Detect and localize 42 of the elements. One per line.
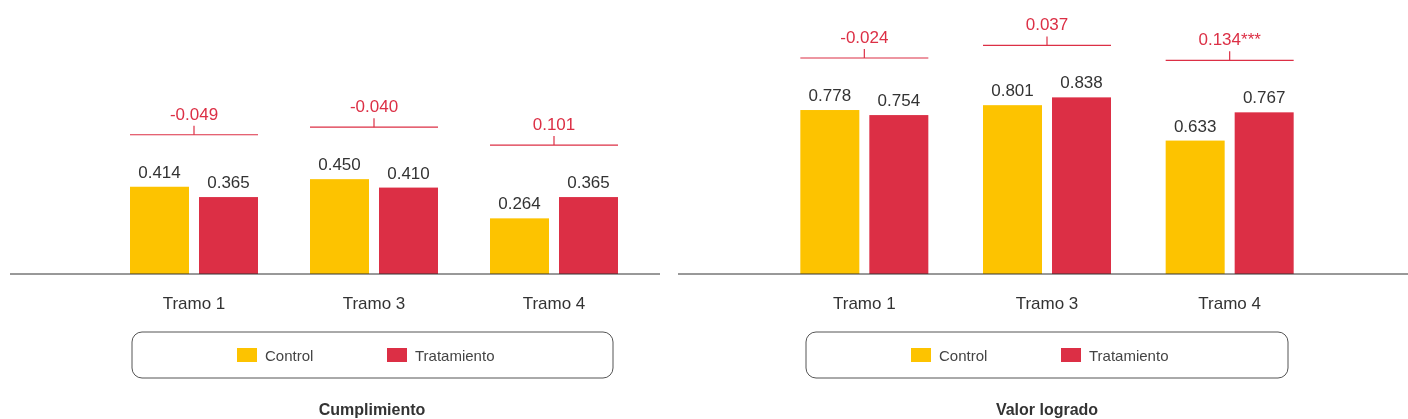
annotation: 0.101 [532,115,576,135]
data-label: 0.767 [1242,88,1286,108]
data-label: 0.838 [1060,73,1103,93]
data-label: 0.450 [318,155,361,175]
bar [869,115,929,274]
text: Cumplimiento [318,401,426,418]
bar [310,179,369,274]
bar [1165,140,1225,274]
legend-label: Tratamiento [415,347,495,364]
bar [1052,97,1111,274]
x-tick-label: Tramo 4 [522,294,586,313]
annotation: -0.040 [349,97,399,117]
data-label: 0.410 [387,163,430,183]
data-label: 0.414 [138,162,181,182]
annotation: 0.037 [1025,15,1069,35]
annotation: -0.024 [840,28,889,48]
data-label: 0.801 [991,81,1034,101]
legend-label: Tratamiento [1089,347,1169,364]
bar [490,218,549,274]
data-label: 0.633 [1173,116,1217,136]
data-label: 0.778 [808,86,852,106]
x-tick-label: Tramo 3 [1015,294,1079,313]
bar [199,197,258,274]
bar [130,186,189,274]
data-label: 0.264 [498,194,541,214]
x-tick-label: Tramo 1 [833,294,896,313]
legend-label: Control [265,347,314,364]
annotation: -0.049 [169,104,219,124]
annotation: 0.134*** [1198,30,1262,50]
bar [800,110,860,274]
data-label: 0.754 [877,91,921,111]
bar [1234,112,1294,274]
x-tick-label: Tramo 3 [342,294,406,313]
x-tick-label: Tramo 4 [1198,294,1261,313]
text: Valor logrado [995,401,1099,418]
bar [559,197,618,274]
data-label: 0.365 [207,173,250,193]
data-label: 0.365 [567,173,610,193]
legend-label: Control [939,347,988,364]
bar [379,187,438,274]
x-tick-label: Tramo 1 [162,294,226,313]
bar [983,105,1042,274]
